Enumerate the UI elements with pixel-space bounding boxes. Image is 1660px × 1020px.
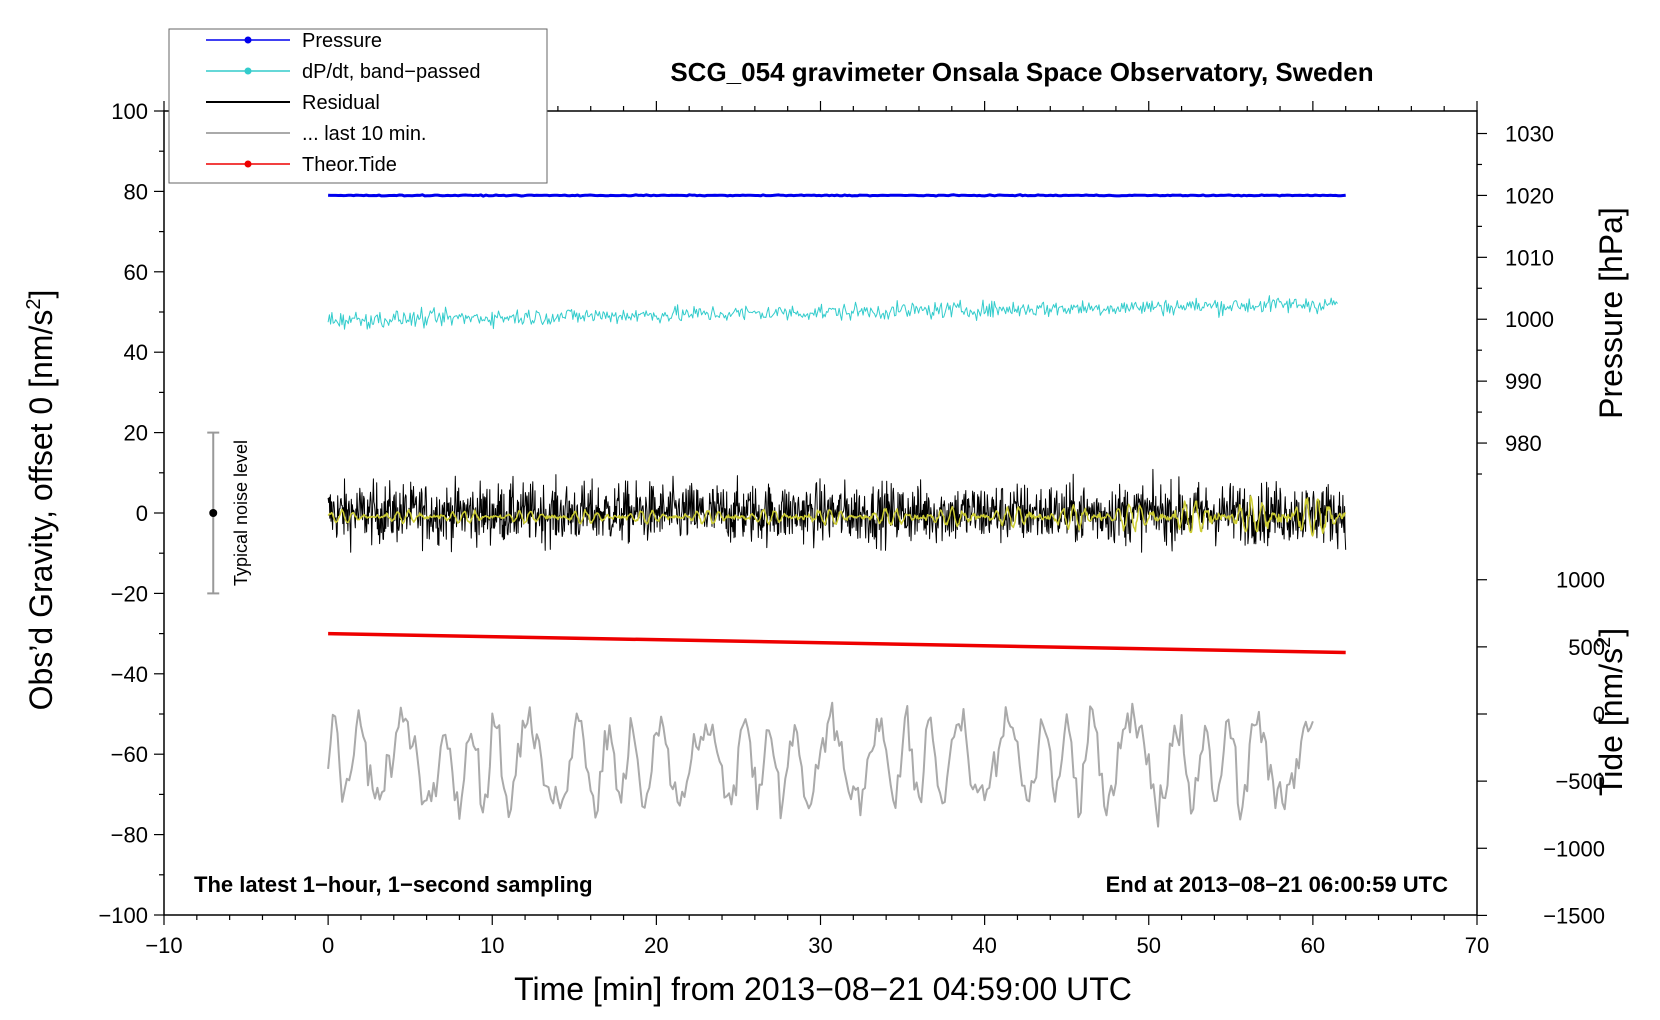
pressure-tick-label: 1000 [1505,307,1554,332]
pressure-tick-label: 1020 [1505,183,1554,208]
x-tick-label: 50 [1137,933,1161,958]
pressure-tick-label: 1010 [1505,245,1554,270]
x-tick-label: 40 [972,933,996,958]
y-tick-label: 80 [124,179,148,204]
x-tick-label: 70 [1465,933,1489,958]
y-axis-left-title-main: Obs’d Gravity, offset 0 [nm/s [23,310,59,711]
y-tick-label: −100 [98,903,148,928]
y-tick-label: −80 [111,823,148,848]
y-tick-label: −60 [111,742,148,767]
y-axis-right-pressure: 1030 1020 1010 1000 990 980 [1477,122,1554,475]
y-axis-tide-title-main: Tide [nm/s [1593,648,1629,796]
series-layer [327,193,1347,828]
series-residual-smoothed [327,495,1347,537]
y-axis-left-title-sup: 2 [23,299,45,310]
legend-label-dpdt: dP/dt, band−passed [302,61,480,83]
y-axis-pressure-title: Pressure [hPa] [1593,207,1629,419]
x-tick-label: 30 [808,933,832,958]
tide-tick-label: −500 [1555,769,1605,794]
tide-tick-label: 0 [1593,702,1605,727]
y-axis-tide-title-sup: 2 [1593,637,1615,648]
pressure-tick-label: 980 [1505,431,1542,456]
pressure-tick-label: 1030 [1505,122,1554,147]
chart-title: SCG_054 gravimeter Onsala Space Observat… [670,57,1373,87]
legend-label-pressure: Pressure [302,30,382,52]
y-tick-label: 40 [124,340,148,365]
series-last-10-min [327,701,1314,828]
legend-item-residual: Residual [206,92,380,114]
y-axis-tide-title-end: ] [1593,628,1629,637]
y-tick-label: 100 [111,99,148,124]
tide-tick-label: −1000 [1543,836,1605,861]
series-theoretical-tide [328,631,1346,655]
series-pressure [327,193,1346,198]
y-tick-label: 60 [124,260,148,285]
x-axis-title: Time [min] from 2013−08−21 04:59:00 UTC [514,971,1132,1007]
y-tick-label: −20 [111,581,148,606]
legend-box [168,28,548,184]
legend-label-residual: Residual [302,92,380,114]
note-left: The latest 1−hour, 1−second sampling [194,872,593,897]
noise-bar-label: Typical noise level [231,440,251,586]
y-axis-left-title: Obs’d Gravity, offset 0 [nm/s2] [23,290,59,711]
x-tick-label: −10 [145,933,182,958]
note-right: End at 2013−08−21 06:00:59 UTC [1106,872,1449,897]
legend: Pressure dP/dt, band−passed Residual ...… [168,28,548,184]
legend-label-last-10-min: ... last 10 min. [302,123,427,145]
x-tick-label: 10 [480,933,504,958]
noise-bar-center [209,509,218,517]
x-tick-label: 60 [1301,933,1325,958]
legend-label-tide: Theor.Tide [302,154,397,176]
y-tick-label: 0 [136,501,148,526]
pressure-tick-label: 990 [1505,369,1542,394]
legend-item-dpdt: dP/dt, band−passed [206,61,480,83]
tide-tick-label: 1000 [1556,568,1605,593]
x-tick-label: 0 [322,933,334,958]
legend-item-last-10-min: ... last 10 min. [206,123,427,145]
y-axis-tide-title: Tide [nm/s2] [1593,628,1629,796]
tide-tick-label: 500 [1568,635,1605,660]
legend-item-tide: Theor.Tide [206,154,397,176]
y-axis-right-tide: 1000 500 0 −500 −1000 −1500 [1477,568,1605,928]
y-tick-label: 20 [124,421,148,446]
y-axis-left: −100 −80 −60 −40 −20 0 20 40 60 80 100 [98,99,164,928]
y-tick-label: −40 [111,662,148,687]
series-dpdt [327,295,1338,330]
tide-tick-label: −1500 [1543,903,1605,928]
legend-marker-tide [244,160,252,168]
x-tick-label: 20 [644,933,668,958]
typical-noise-bar: Typical noise level [207,431,251,595]
y-axis-left-title-end: ] [23,290,59,299]
legend-item-pressure: Pressure [206,30,382,52]
legend-marker-dpdt [244,67,252,75]
legend-marker-pressure [244,36,252,44]
